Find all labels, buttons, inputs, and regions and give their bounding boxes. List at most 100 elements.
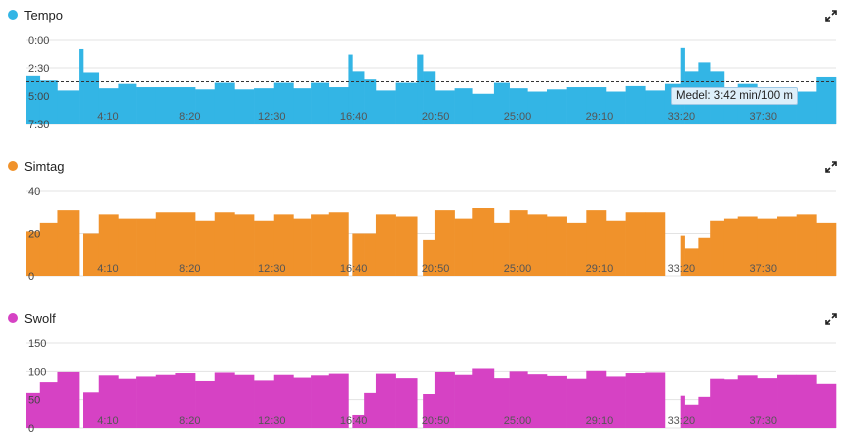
simtag-bar[interactable] xyxy=(26,231,41,276)
tempo-bar[interactable] xyxy=(39,80,58,124)
swolf-bar[interactable] xyxy=(234,374,255,428)
simtag-bar[interactable] xyxy=(352,233,365,277)
simtag-bar[interactable] xyxy=(195,220,216,276)
simtag-bar[interactable] xyxy=(98,214,119,276)
tempo-bar[interactable] xyxy=(434,90,455,124)
simtag-bar[interactable] xyxy=(155,212,196,276)
simtag-bar[interactable] xyxy=(472,208,495,276)
swolf-bar[interactable] xyxy=(434,371,455,428)
swolf-bar[interactable] xyxy=(352,414,365,428)
swolf-bar[interactable] xyxy=(395,378,418,428)
tempo-bar[interactable] xyxy=(454,88,473,124)
simtag-bar[interactable] xyxy=(434,210,455,276)
swolf-bar[interactable] xyxy=(586,370,607,428)
tempo-bar[interactable] xyxy=(423,71,436,124)
tempo-bar[interactable] xyxy=(509,88,528,124)
simtag-bar[interactable] xyxy=(680,235,685,276)
simtag-bar[interactable] xyxy=(328,212,349,276)
tempo-bar[interactable] xyxy=(98,88,119,124)
simtag-bar[interactable] xyxy=(293,218,312,276)
simtag-bar[interactable] xyxy=(698,237,711,276)
tempo-bar[interactable] xyxy=(816,76,837,124)
swolf-bar[interactable] xyxy=(757,378,778,428)
simtag-bar[interactable] xyxy=(214,212,235,276)
simtag-bar[interactable] xyxy=(796,214,817,276)
simtag-bar[interactable] xyxy=(566,222,587,276)
swolf-bar[interactable] xyxy=(509,371,528,428)
simtag-bar[interactable] xyxy=(605,220,626,276)
swolf-bar[interactable] xyxy=(527,374,548,428)
simtag-bar[interactable] xyxy=(546,216,567,277)
tempo-bar[interactable] xyxy=(79,48,84,124)
swolf-bar[interactable] xyxy=(26,392,41,428)
swolf-bar[interactable] xyxy=(273,374,294,428)
swolf-bar[interactable] xyxy=(57,371,80,428)
tempo-bar[interactable] xyxy=(57,90,80,124)
tempo-bar[interactable] xyxy=(311,82,330,124)
simtag-bar[interactable] xyxy=(586,210,607,276)
simtag-bar[interactable] xyxy=(364,233,377,277)
simtag-bar[interactable] xyxy=(254,220,275,276)
simtag-bar[interactable] xyxy=(645,212,666,276)
swolf-bar[interactable] xyxy=(645,372,666,428)
tempo-bar[interactable] xyxy=(546,89,567,124)
simtag-bar[interactable] xyxy=(737,216,758,277)
simtag-bar[interactable] xyxy=(136,218,157,276)
swolf-bar[interactable] xyxy=(723,379,738,428)
swolf-bar[interactable] xyxy=(605,376,626,428)
simtag-bar[interactable] xyxy=(684,248,699,276)
tempo-bar[interactable] xyxy=(796,91,817,124)
simtag-bar[interactable] xyxy=(625,212,646,276)
tempo-bar[interactable] xyxy=(155,87,196,124)
simtag-bar[interactable] xyxy=(311,214,330,276)
swolf-bar[interactable] xyxy=(737,375,758,428)
simtag-bar[interactable] xyxy=(509,210,528,276)
swolf-bar[interactable] xyxy=(254,380,275,428)
tempo-bar[interactable] xyxy=(472,93,495,124)
swolf-bar[interactable] xyxy=(195,380,216,428)
simtag-bar[interactable] xyxy=(273,214,294,276)
tempo-bar[interactable] xyxy=(273,82,294,124)
tempo-bar[interactable] xyxy=(26,75,41,124)
tempo-bar[interactable] xyxy=(83,72,100,124)
simtag-bar[interactable] xyxy=(710,220,725,276)
swolf-bar[interactable] xyxy=(83,392,100,428)
tempo-bar[interactable] xyxy=(625,85,646,124)
simtag-bar[interactable] xyxy=(723,218,738,276)
simtag-bar[interactable] xyxy=(234,214,255,276)
simtag-bar[interactable] xyxy=(118,218,137,276)
tempo-bar[interactable] xyxy=(566,87,587,124)
simtag-bar[interactable] xyxy=(83,233,100,277)
simtag-bar[interactable] xyxy=(395,216,418,277)
tempo-bar[interactable] xyxy=(348,54,353,125)
tempo-bar[interactable] xyxy=(234,89,255,124)
simtag-bar[interactable] xyxy=(493,222,510,276)
simtag-expand-icon[interactable] xyxy=(825,161,837,173)
swolf-bar[interactable] xyxy=(493,378,510,428)
swolf-bar[interactable] xyxy=(816,383,837,428)
simtag-bar[interactable] xyxy=(375,214,396,276)
simtag-bar[interactable] xyxy=(454,218,473,276)
tempo-bar[interactable] xyxy=(493,82,510,124)
swolf-bar[interactable] xyxy=(472,368,495,429)
swolf-bar[interactable] xyxy=(698,396,711,428)
swolf-bar[interactable] xyxy=(39,382,58,428)
swolf-bar[interactable] xyxy=(118,378,137,428)
swolf-bar[interactable] xyxy=(423,394,436,428)
simtag-bar[interactable] xyxy=(757,218,778,276)
tempo-bar[interactable] xyxy=(375,90,396,124)
tempo-bar[interactable] xyxy=(395,82,418,124)
swolf-bar[interactable] xyxy=(796,374,817,428)
tempo-expand-icon[interactable] xyxy=(825,10,837,22)
swolf-bar[interactable] xyxy=(136,376,157,428)
tempo-bar[interactable] xyxy=(195,89,216,124)
swolf-bar[interactable] xyxy=(684,404,699,428)
swolf-bar[interactable] xyxy=(214,372,235,428)
swolf-bar[interactable] xyxy=(375,373,396,428)
swolf-bar[interactable] xyxy=(98,375,119,428)
swolf-bar[interactable] xyxy=(155,374,176,428)
tempo-bar[interactable] xyxy=(527,91,548,124)
swolf-bar[interactable] xyxy=(546,375,567,428)
tempo-bar[interactable] xyxy=(136,87,157,124)
tempo-bar[interactable] xyxy=(645,90,666,124)
